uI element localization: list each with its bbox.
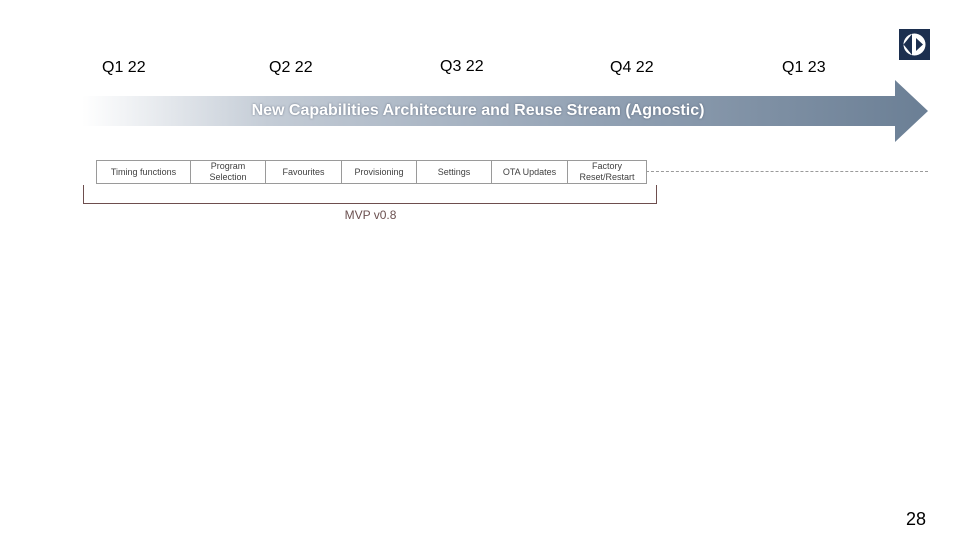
quarter-label: Q2 22 xyxy=(269,59,313,76)
feature-box: Factory Reset/Restart xyxy=(567,160,647,184)
quarter-label: Q1 22 xyxy=(102,59,146,76)
quarter-label: Q3 22 xyxy=(440,58,484,75)
brand-logo-icon xyxy=(899,29,930,60)
feature-box: Settings xyxy=(416,160,492,184)
mvp-label: MVP v0.8 xyxy=(344,208,397,222)
feature-box: Program Selection xyxy=(190,160,266,184)
quarter-label: Q1 23 xyxy=(782,59,826,76)
feature-box: Provisioning xyxy=(341,160,417,184)
feature-box: Timing functions xyxy=(96,160,191,184)
feature-box: Favourites xyxy=(265,160,342,184)
feature-boxes: Timing functions Program Selection Favou… xyxy=(96,160,647,184)
mvp-bracket xyxy=(83,185,657,204)
future-dashed-line xyxy=(646,171,928,172)
quarter-label: Q4 22 xyxy=(610,59,654,76)
stream-title: New Capabilities Architecture and Reuse … xyxy=(251,102,705,119)
stream-arrow xyxy=(82,80,928,142)
feature-box: OTA Updates xyxy=(491,160,568,184)
page-number: 28 xyxy=(905,509,926,529)
